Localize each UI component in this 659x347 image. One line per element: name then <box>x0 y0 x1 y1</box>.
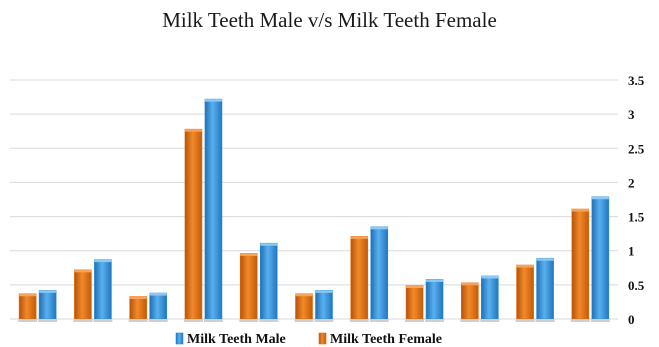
bar-female-cap <box>516 265 534 268</box>
bar-group <box>405 279 445 322</box>
bar-female-cap <box>406 285 424 289</box>
bar-male-shadow <box>369 319 389 322</box>
bar-male-cap <box>591 196 609 200</box>
bar-group <box>183 98 223 322</box>
bar-group <box>349 226 389 322</box>
bar-male-cap <box>536 258 554 261</box>
bar-female-cap <box>461 282 479 286</box>
bar-female-cap <box>19 293 37 297</box>
bar-male <box>481 275 499 320</box>
y-axis-ticks: 0 0.5 1 1.5 2 2.5 3 3.5 <box>628 73 645 327</box>
y-tick-label: 2 <box>628 175 635 190</box>
bar-group <box>460 275 500 322</box>
y-tick-label: 0.5 <box>628 278 645 293</box>
bar-group <box>128 292 168 322</box>
bar-group <box>73 259 113 322</box>
bar-male-cap <box>481 275 499 279</box>
bar-male <box>425 279 444 320</box>
bars <box>18 98 610 322</box>
bar-male-shadow <box>590 319 610 322</box>
bar-female <box>18 293 37 320</box>
y-tick-label: 3 <box>628 107 635 122</box>
bar-male-cap <box>370 226 388 230</box>
bar-female <box>350 236 369 320</box>
legend-label: Milk Teeth Male <box>187 332 286 347</box>
bar-male <box>38 290 57 320</box>
bar-group <box>239 242 279 322</box>
bar-female-cap <box>240 253 258 256</box>
bar-female-shadow <box>239 319 259 322</box>
bar-female-cap <box>350 236 368 239</box>
bar-male-cap <box>39 290 57 293</box>
bar-group <box>515 257 555 322</box>
bar-female-cap <box>129 296 147 299</box>
bar-female <box>295 293 313 320</box>
bar-male-cap <box>315 290 333 293</box>
bar-male <box>149 292 167 320</box>
bar-male-shadow <box>425 319 445 322</box>
bar-male-shadow <box>93 319 113 322</box>
bar-male-shadow <box>314 319 334 322</box>
legend-entry: Milk Teeth Male <box>175 332 286 347</box>
bar-female-cap <box>295 293 313 297</box>
bar-group <box>294 290 334 322</box>
bar-female-cap <box>571 209 589 212</box>
bar-male-shadow <box>38 319 58 322</box>
legend-entry: Milk Teeth Female <box>318 332 442 347</box>
bar-female <box>405 285 424 320</box>
bar-male-shadow <box>535 319 555 322</box>
bar-male <box>204 98 223 320</box>
bar-female <box>74 269 92 320</box>
bar-female-shadow <box>294 319 314 322</box>
y-tick-label: 0 <box>628 312 635 327</box>
bar-group <box>18 290 58 322</box>
bar-female <box>516 264 534 320</box>
bar-male-cap <box>260 243 278 246</box>
bar-group <box>570 196 610 322</box>
bar-male <box>536 257 554 320</box>
bar-female-shadow <box>570 319 590 322</box>
bar-male-cap <box>204 99 222 102</box>
y-tick-label: 3.5 <box>628 73 645 88</box>
bar-male-shadow <box>203 319 223 322</box>
bar-male-shadow <box>259 319 279 322</box>
bar-male <box>591 196 610 320</box>
bar-female-shadow <box>18 319 38 322</box>
bar-male-shadow <box>148 319 168 322</box>
chart-title: Milk Teeth Male v/s Milk Teeth Female <box>162 8 497 32</box>
bar-female <box>184 128 203 320</box>
legend-label: Milk Teeth Female <box>330 332 442 347</box>
bar-male <box>259 242 278 320</box>
bar-female-shadow <box>405 319 425 322</box>
bar-male-cap <box>149 293 167 296</box>
legend: Milk Teeth Male Milk Teeth Female <box>175 332 442 347</box>
y-tick-label: 1.5 <box>628 210 645 225</box>
bar-female <box>239 253 258 320</box>
bar-male-cap <box>426 279 444 282</box>
bar-female <box>129 296 147 320</box>
bar-male <box>370 226 389 320</box>
bar-male-cap <box>94 259 112 263</box>
bar-female <box>461 282 479 320</box>
legend-swatch <box>175 332 184 345</box>
bar-female-shadow <box>515 319 535 322</box>
y-tick-label: 2.5 <box>628 141 645 156</box>
bar-female-shadow <box>73 319 93 322</box>
legend-swatch <box>318 332 327 345</box>
bar-male-shadow <box>480 319 500 322</box>
bar-female-shadow <box>183 319 203 322</box>
bar-female <box>571 208 590 320</box>
bar-female-shadow <box>349 319 369 322</box>
bar-female-cap <box>184 129 202 132</box>
y-tick-label: 1 <box>628 244 635 259</box>
bar-male <box>94 259 112 320</box>
bar-female-shadow <box>128 319 148 322</box>
bar-female-cap <box>74 269 92 273</box>
bar-male <box>315 290 333 320</box>
bar-female-shadow <box>460 319 480 322</box>
